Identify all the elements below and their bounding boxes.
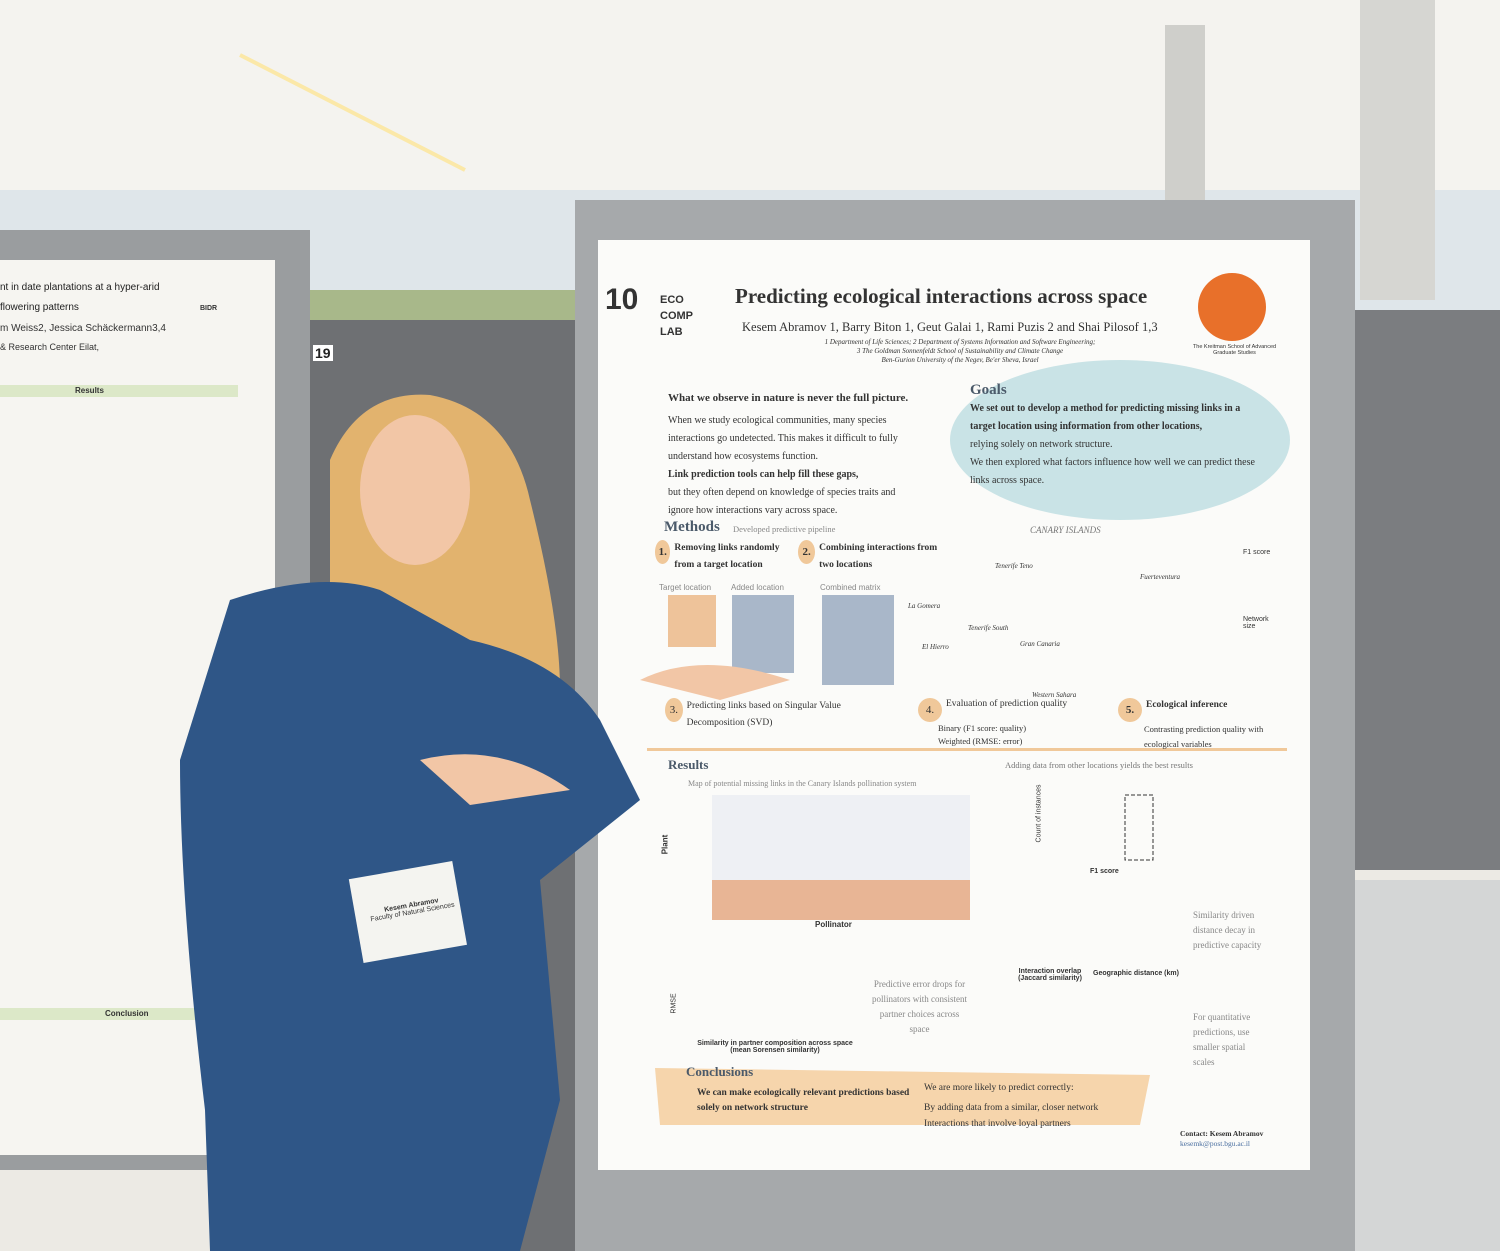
map-place: Tenerife South xyxy=(968,624,1009,632)
step: 2. Combining interactions from two locati… xyxy=(798,540,943,574)
affiliation: Ben-Gurion University of the Negev, Be'e… xyxy=(881,356,1039,364)
step-text: Removing links randomly from a target lo… xyxy=(674,543,780,570)
intro-line: but they often depend on knowledge of sp… xyxy=(668,487,896,516)
results-subheading: Map of potential missing links in the Ca… xyxy=(688,779,917,788)
step-text: Ecological inference xyxy=(1146,700,1228,710)
methods-subheading: Developed predictive pipeline xyxy=(733,524,836,534)
conclusion-points: By adding data from a similar, closer ne… xyxy=(924,1100,1098,1132)
step-text: Evaluation of prediction quality xyxy=(946,699,1068,709)
intro-line: When we study ecological communities, ma… xyxy=(668,415,898,462)
step-number: 4. xyxy=(918,698,942,722)
results-heading: Results xyxy=(668,757,709,772)
axis-label: Geographic distance (km) xyxy=(1093,970,1179,977)
matrix-label: Target location xyxy=(659,583,712,592)
matrix-label: Combined matrix xyxy=(820,583,881,592)
affiliation: 3 The Goldman Sonnenfeldt School of Sust… xyxy=(856,347,1064,355)
left-poster-title: nt in date plantations at a hyper-arid f… xyxy=(0,278,160,318)
left-section: Results xyxy=(75,386,104,395)
intro: When we study ecological communities, ma… xyxy=(668,412,923,520)
left-title-line: flowering patterns xyxy=(0,302,79,313)
contact: Contact: Kesem Abramov xyxy=(1180,1129,1264,1138)
finding: Similarity driven distance decay in pred… xyxy=(1193,910,1262,950)
email: kesemk@post.bgu.ac.il xyxy=(1180,1139,1251,1148)
step-number: 1. xyxy=(655,540,671,564)
step: 5. Ecological inference Contrasting predi… xyxy=(1118,698,1278,752)
goal-line: We then explored what factors influence … xyxy=(970,457,1255,486)
intro-heading: What we observe in nature is never the f… xyxy=(668,392,909,404)
axis-label: Similarity in partner composition across… xyxy=(697,1040,853,1054)
conclusion-point: Interactions that involve loyal partners xyxy=(924,1119,1071,1129)
conclusion-point: By adding data from a similar, closer ne… xyxy=(924,1103,1099,1113)
intro-line: Link prediction tools can help fill thes… xyxy=(668,469,859,480)
step-bullet: Weighted (RMSE: error) xyxy=(938,736,1023,746)
step: 4. Evaluation of prediction quality Binar… xyxy=(918,698,1068,748)
step-text: Predicting links based on Singular Value… xyxy=(686,701,841,728)
step-detail: Contrasting prediction quality with ecol… xyxy=(1144,724,1264,749)
goal-line: We set out to develop a method for predi… xyxy=(970,403,1241,432)
logo-line: LAB xyxy=(660,326,683,338)
affiliations: 1 Department of Life Sciences; 2 Departm… xyxy=(790,338,1130,365)
finding: Predictive error drops for pollinators w… xyxy=(872,979,967,1034)
goals: We set out to develop a method for predi… xyxy=(970,400,1266,490)
map-place: Fuerteventura xyxy=(1140,573,1181,581)
logo-line: ECO xyxy=(660,294,684,306)
left-affiliation: & Research Center Eilat, xyxy=(0,342,100,352)
map-place: La Gomera xyxy=(908,602,941,610)
finding: For quantitative predictions, use smalle… xyxy=(1193,1012,1251,1067)
axis-label: Interaction overlap (Jaccard similarity) xyxy=(1018,968,1082,982)
step-number: 3. xyxy=(665,698,683,722)
map-place: Tenerife Teno xyxy=(995,562,1033,570)
left-authors: m Weiss2, Jessica Schäckermann3,4 xyxy=(0,323,166,334)
left-logo: BIDR xyxy=(200,305,218,312)
step: 3. Predicting links based on Singular Val… xyxy=(665,698,865,732)
methods-heading: Methods xyxy=(664,519,720,535)
board-number: 19 xyxy=(313,345,333,361)
poster-title: Predicting ecological interactions acros… xyxy=(735,284,1148,308)
goals-heading: Goals xyxy=(970,382,1007,398)
authors: Kesem Abramov 1, Barry Biton 1, Geut Gal… xyxy=(742,320,1158,334)
step-text: Combining interactions from two location… xyxy=(819,543,938,570)
step-number: 5. xyxy=(1118,698,1142,722)
left-section: Conclusion xyxy=(105,1009,149,1018)
axis-label: Count of instances xyxy=(1035,784,1043,843)
poster-number: 10 xyxy=(605,283,639,316)
school: The Kreitman School of Advanced Graduate… xyxy=(1192,344,1277,356)
lab-logo: ECO COMP LAB xyxy=(660,292,693,340)
step-number: 2. xyxy=(798,540,816,564)
conclusions-heading: Conclusions xyxy=(686,1064,754,1079)
map-legend: Network size xyxy=(1243,616,1269,630)
conclusion-lead: We are more likely to predict correctly: xyxy=(924,1083,1074,1093)
axis-label: Pollinator xyxy=(815,920,852,929)
logo-line: COMP xyxy=(660,310,693,322)
map-title: CANARY ISLANDS xyxy=(1030,525,1101,535)
axis-label: RMSE xyxy=(670,993,678,1014)
step: 1. Removing links randomly from a target … xyxy=(655,540,800,574)
finding: Adding data from other locations yields … xyxy=(1005,760,1193,770)
axis-label: F1 score xyxy=(1090,868,1119,875)
axis-label: Plant xyxy=(660,834,670,855)
map-place: Gran Canaria xyxy=(1020,640,1060,648)
step-bullet: Binary (F1 score: quality) xyxy=(938,723,1027,733)
map-place: El Hierro xyxy=(922,643,949,651)
matrix-label: Added location xyxy=(731,583,784,592)
left-title-line: nt in date plantations at a hyper-arid xyxy=(0,282,160,293)
map-place: Western Sahara xyxy=(1032,691,1077,699)
map-legend: F1 score xyxy=(1243,549,1271,556)
conclusion-main: We can make ecologically relevant predic… xyxy=(697,1088,910,1113)
goal-line: relying solely on network structure. xyxy=(970,439,1113,450)
affiliation: 1 Department of Life Sciences; 2 Departm… xyxy=(824,338,1096,346)
